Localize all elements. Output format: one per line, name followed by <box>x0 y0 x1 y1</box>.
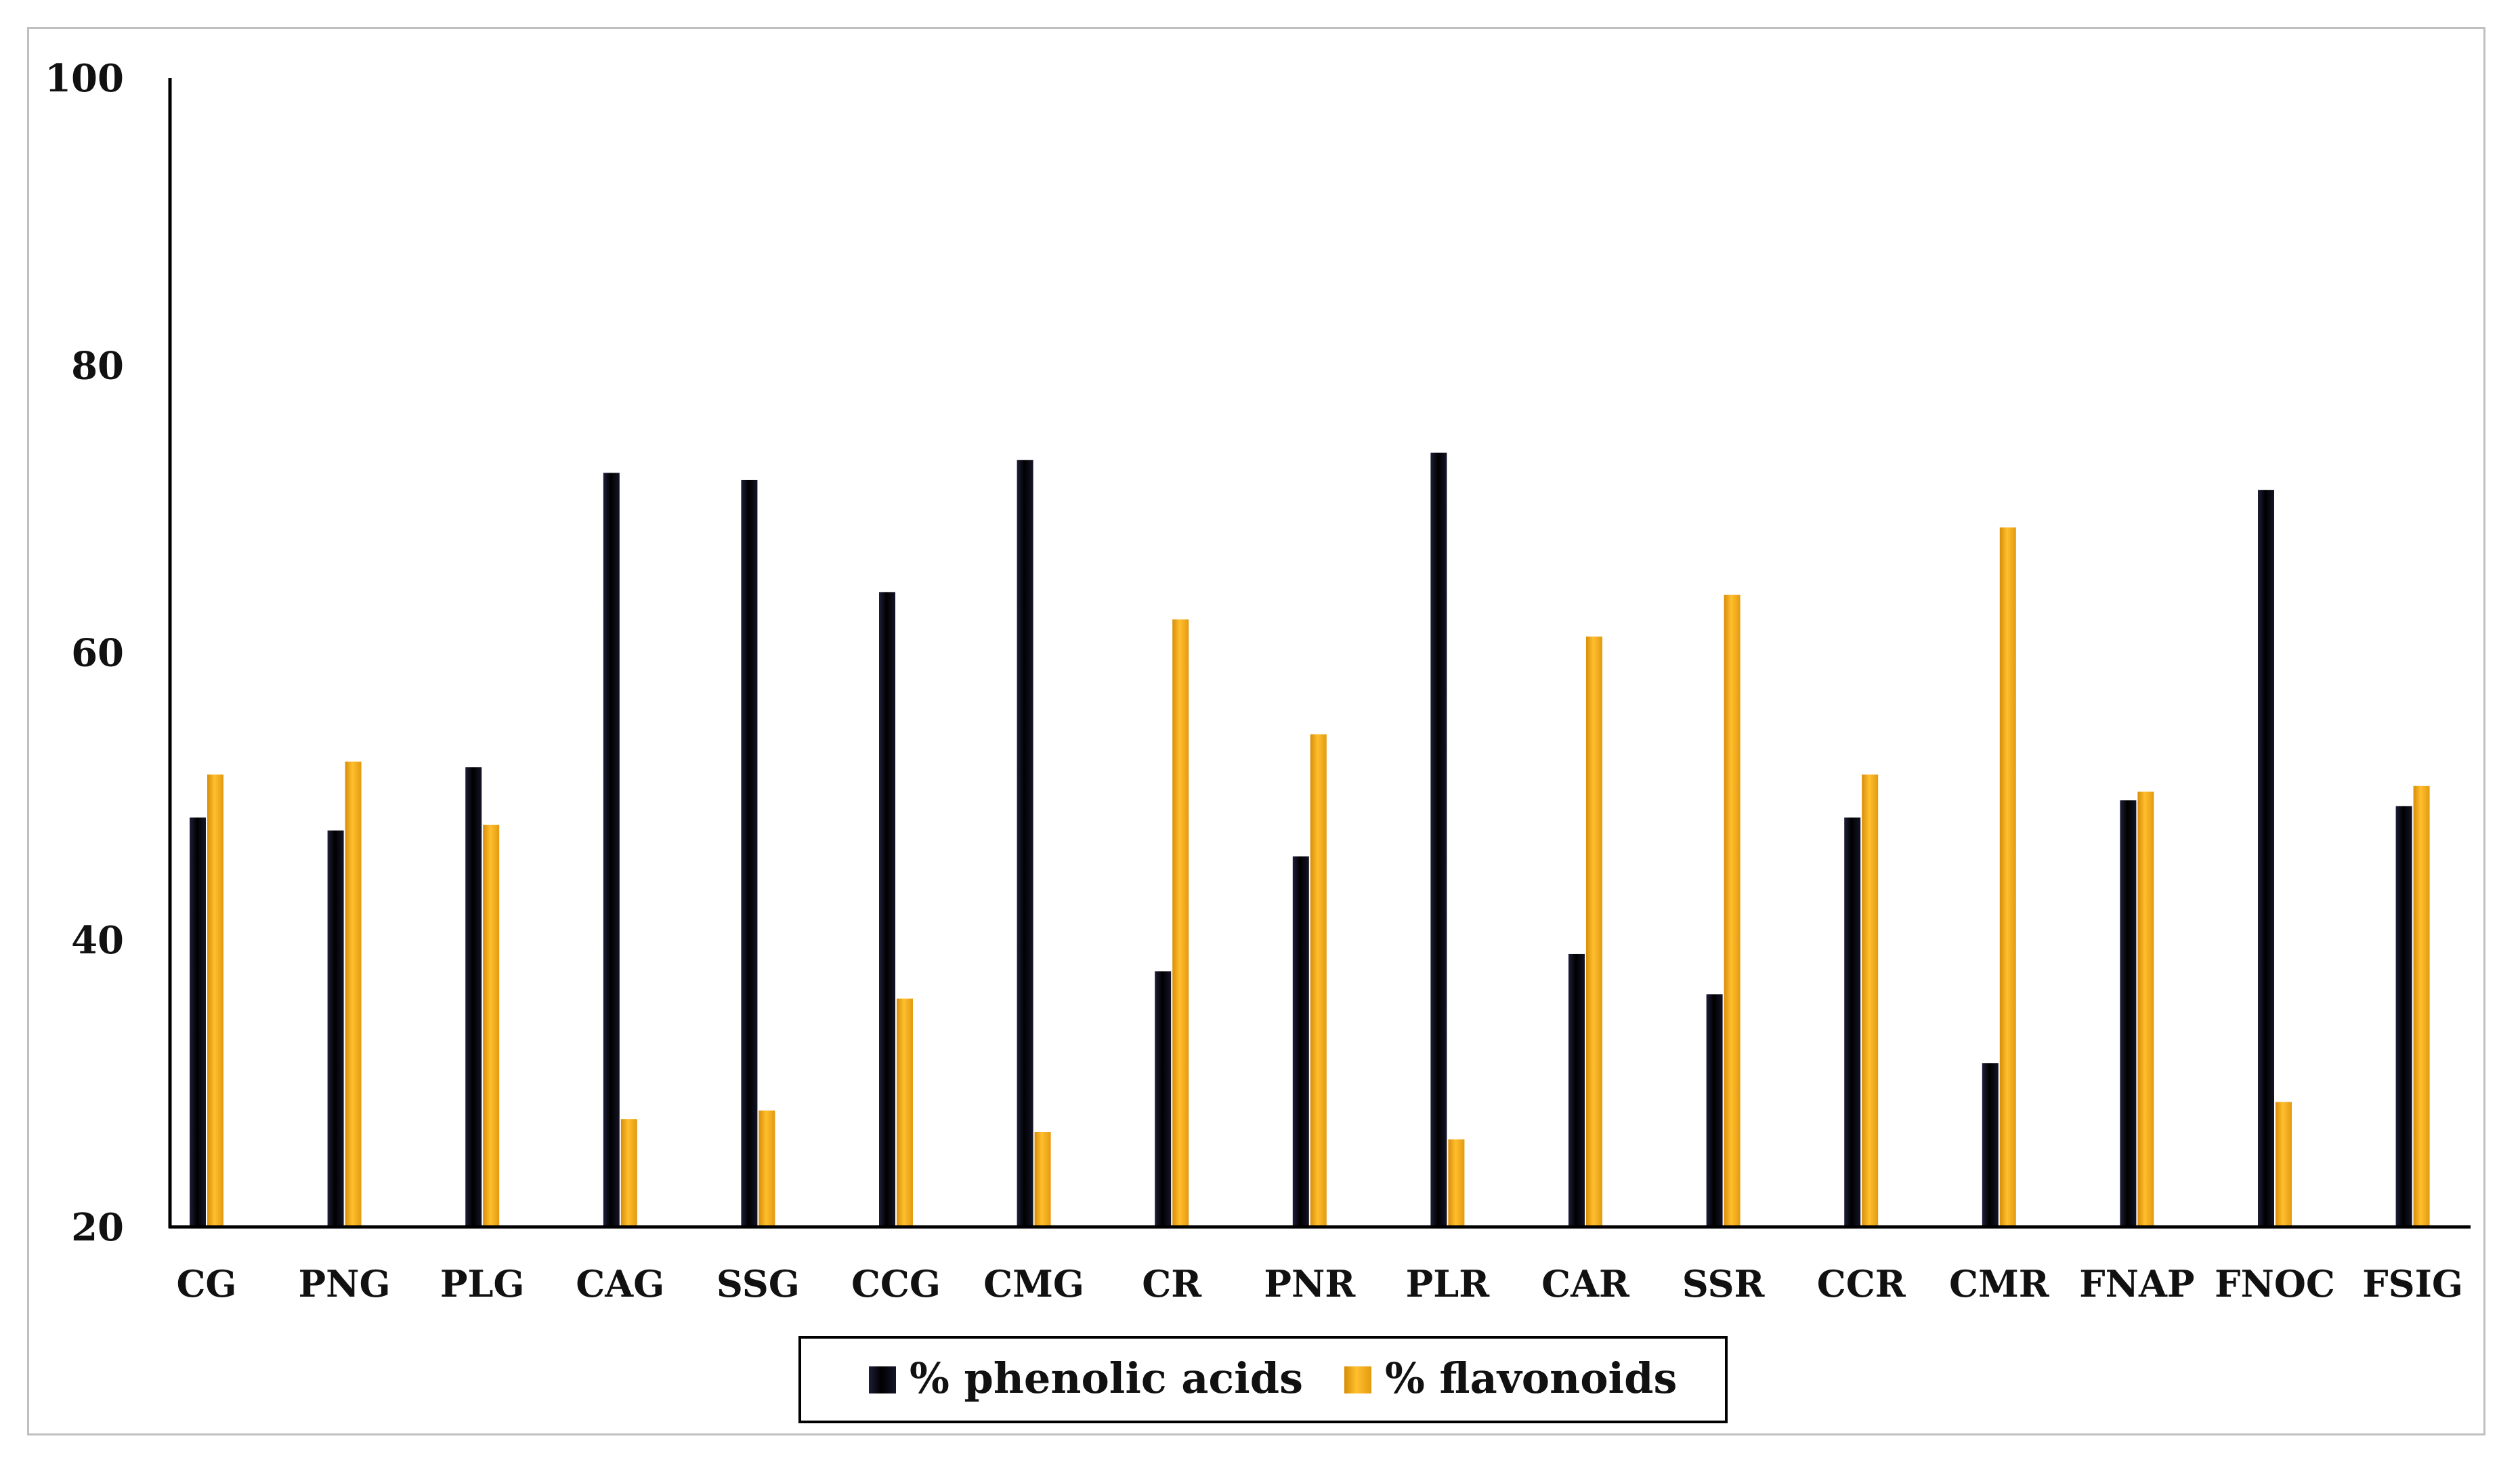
x-category-label: FSIG <box>2362 1262 2463 1305</box>
x-category-label: PNG <box>299 1262 391 1305</box>
bar-flavonoids <box>2137 792 2154 1227</box>
bar-phenolic-acids <box>2395 806 2412 1227</box>
x-category-label: CCG <box>851 1262 941 1305</box>
legend-label-phenolic-acids: % phenolic acids <box>910 1354 1303 1403</box>
legend: % phenolic acids % flavonoids <box>798 1336 1728 1423</box>
bar-phenolic-acids <box>2258 490 2274 1227</box>
bar-phenolic-acids <box>1982 1063 1999 1227</box>
bar-flavonoids <box>1724 595 1740 1227</box>
x-category-label: FNAP <box>2079 1262 2194 1305</box>
bar-flavonoids <box>1862 774 1879 1227</box>
bar-flavonoids <box>1448 1139 1465 1227</box>
bar-flavonoids <box>345 761 362 1227</box>
legend-label-flavonoids: % flavonoids <box>1385 1354 1677 1403</box>
bar-flavonoids <box>1999 527 2016 1228</box>
bar-phenolic-acids <box>1292 856 1309 1227</box>
bar-flavonoids <box>483 825 500 1227</box>
y-tick-label: 40 <box>71 918 124 963</box>
bar-phenolic-acids <box>1568 953 1585 1227</box>
y-tick-label: 80 <box>71 343 124 388</box>
bar-flavonoids <box>1586 636 1602 1227</box>
bar-flavonoids <box>759 1110 775 1227</box>
x-category-label: CCR <box>1817 1262 1906 1305</box>
legend-box <box>798 1336 1728 1423</box>
x-category-label: SSR <box>1682 1262 1766 1305</box>
legend-swatch-phenolic-acids <box>869 1366 896 1393</box>
bar-flavonoids <box>2413 785 2430 1227</box>
bar-phenolic-acids <box>2120 800 2137 1227</box>
bar-phenolic-acids <box>327 830 344 1227</box>
chart-frame: 20 40 60 80 100 CG PNG PLG CAG SSG CCG CMG CR PNR PLR… <box>27 27 2485 1435</box>
x-category-label: SSG <box>717 1262 800 1305</box>
x-category-label: CR <box>1142 1262 1202 1305</box>
bar-phenolic-acids <box>1706 994 1723 1227</box>
bar-flavonoids <box>897 998 913 1227</box>
x-category-label: CMR <box>1949 1262 2050 1305</box>
x-category-label: CAG <box>576 1262 664 1305</box>
x-category-label: CAR <box>1541 1262 1630 1305</box>
y-tick-label: 20 <box>71 1205 124 1250</box>
bar-flavonoids <box>207 774 223 1227</box>
bar-phenolic-acids <box>1017 460 1033 1228</box>
bar-chart: 20 40 60 80 100 CG PNG PLG CAG SSG CCG CMG CR PNR PLR… <box>45 56 2471 1423</box>
bar-flavonoids <box>1034 1131 1051 1227</box>
bar-phenolic-acids <box>465 767 482 1227</box>
x-category-label: PLR <box>1406 1262 1491 1305</box>
bar-phenolic-acids <box>741 479 758 1228</box>
x-category-label: FNOC <box>2215 1262 2335 1305</box>
y-tick-label: 60 <box>71 631 124 676</box>
y-tick-label: 100 <box>45 56 124 101</box>
x-category-label: PNR <box>1264 1262 1356 1305</box>
bar-phenolic-acids <box>1430 452 1447 1227</box>
bars-group <box>190 452 2430 1228</box>
bar-phenolic-acids <box>879 592 895 1227</box>
x-category-label: CG <box>176 1262 236 1305</box>
x-category-label: PLG <box>440 1262 525 1305</box>
x-category-label: CMG <box>983 1262 1084 1305</box>
y-axis-ticks: 20 40 60 80 100 <box>45 56 124 1250</box>
bar-flavonoids <box>620 1119 637 1227</box>
bar-phenolic-acids <box>190 817 206 1227</box>
legend-swatch-flavonoids <box>1344 1366 1371 1393</box>
bar-flavonoids <box>1310 734 1327 1227</box>
bar-phenolic-acids <box>1844 817 1861 1227</box>
bar-phenolic-acids <box>1155 971 1172 1227</box>
bar-flavonoids <box>2276 1102 2292 1227</box>
bar-phenolic-acids <box>603 473 620 1227</box>
x-axis-labels: CG PNG PLG CAG SSG CCG CMG CR PNR PLR CAR SSR CCR CMR… <box>176 1262 2463 1305</box>
bar-flavonoids <box>1172 619 1189 1227</box>
